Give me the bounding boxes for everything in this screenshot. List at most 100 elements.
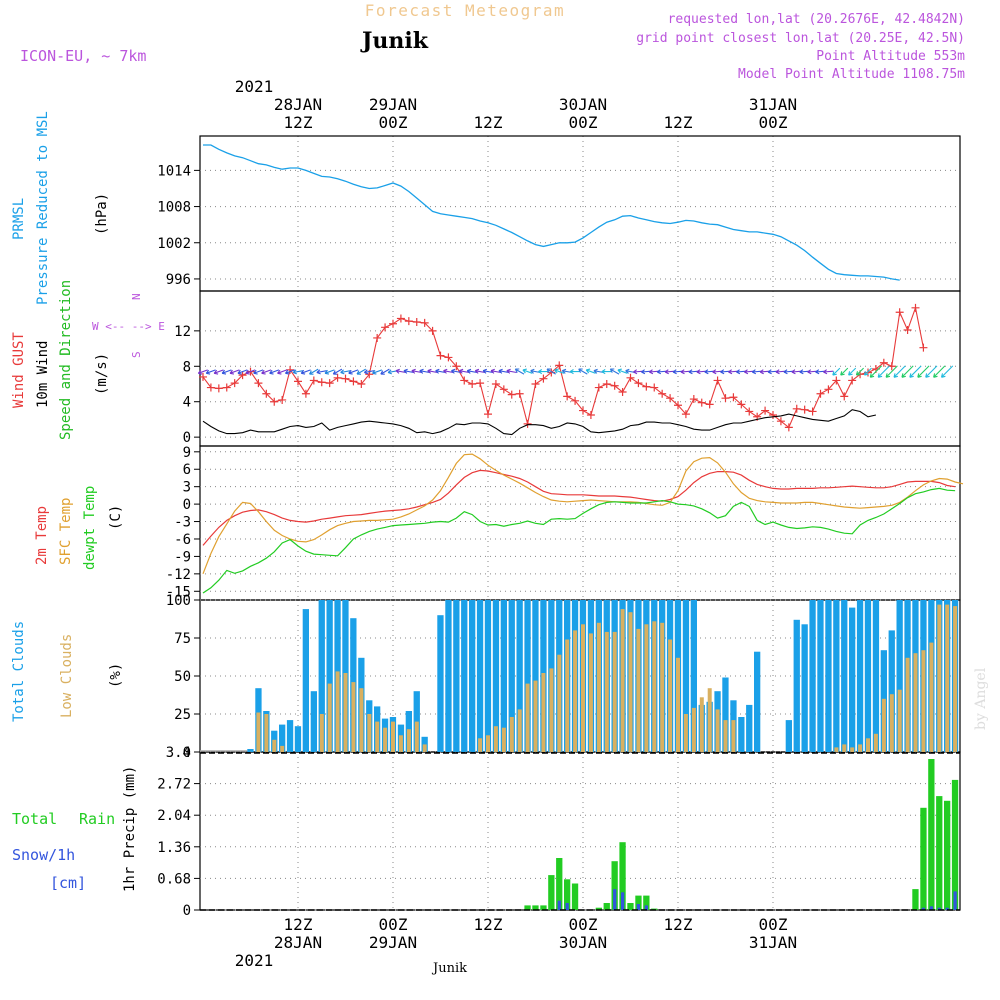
total-cloud-bar — [896, 600, 903, 752]
y-tick-label: 1014 — [157, 163, 191, 179]
low-cloud-bar — [889, 694, 894, 752]
y-tick-label: -9 — [174, 549, 191, 565]
low-cloud-bar — [319, 714, 324, 752]
compass-n: N — [130, 293, 143, 300]
wind-direction-arrow — [324, 369, 335, 375]
gust-marker — [357, 380, 366, 388]
wind-direction-arrow — [277, 369, 288, 375]
gust-marker — [373, 333, 382, 342]
low-cloud-bar — [834, 747, 839, 752]
low-cloud-bar — [327, 683, 332, 752]
gust-marker — [341, 374, 350, 383]
rain-bar — [643, 895, 650, 910]
grid-point-coords: grid point closest lon,lat (20.25E, 42.5… — [636, 31, 965, 46]
gust-marker — [539, 374, 548, 383]
y-tick-label: 0 — [183, 430, 191, 446]
bottom-hour-label: 00Z — [379, 915, 408, 934]
low-cloud-bar — [866, 738, 870, 752]
gust-marker — [238, 371, 247, 380]
gust-marker — [745, 407, 754, 416]
total-cloud-bar — [825, 600, 832, 752]
gust-marker — [254, 379, 263, 388]
wind-direction-arrow — [863, 367, 872, 376]
low-cloud-bar — [359, 688, 364, 752]
prmsl-label: PRMSL — [11, 198, 27, 240]
gust-marker — [832, 376, 841, 385]
low-cloud-bar — [905, 657, 910, 752]
wind-direction-arrow — [197, 369, 208, 375]
gust-marker — [808, 407, 817, 416]
low-cloud-bar — [842, 744, 847, 752]
gust-marker — [507, 390, 516, 399]
temp-dewpt-line — [202, 487, 956, 594]
wind-direction-arrow — [221, 369, 232, 375]
total-cloud-bar — [516, 600, 523, 752]
low-cloud-bar — [683, 714, 688, 752]
gust-marker — [586, 411, 595, 419]
wind-direction-arrow — [585, 368, 596, 374]
temp-sfc-label: SFC Temp — [58, 498, 74, 565]
low-cloud-bar — [628, 612, 633, 752]
panel-frame-4 — [199, 751, 961, 911]
wind-10m-label: 10m Wind — [35, 341, 51, 408]
panel-frame-0 — [199, 135, 961, 292]
low-cloud-bar — [351, 682, 356, 752]
wind-direction-arrow — [356, 368, 366, 375]
gust-marker — [919, 343, 928, 352]
total-cloud-bar — [793, 619, 800, 752]
wind-direction-arrow — [482, 368, 493, 374]
compass-we: W <-- --> E — [92, 320, 165, 333]
low-cloud-bar — [873, 733, 878, 752]
gust-marker — [895, 308, 904, 317]
wind-direction-arrow — [237, 369, 248, 375]
low-cloud-bar — [636, 628, 641, 752]
low-cloud-bar — [486, 735, 490, 752]
low-cloud-bar — [343, 673, 348, 752]
low-cloud-bar — [620, 609, 625, 752]
snow-bar — [636, 904, 640, 910]
bottom-year-label: 2021 — [235, 951, 274, 970]
wind-direction-arrow — [427, 368, 438, 374]
gust-marker — [650, 383, 659, 392]
gust-marker — [681, 410, 690, 419]
wind-gust-label: Wind GUST — [11, 332, 27, 408]
bottom-hour-label: 00Z — [759, 915, 788, 934]
total-cloud-bar — [453, 600, 460, 752]
panel-frame-1 — [199, 290, 961, 447]
wind-direction-arrow — [578, 368, 588, 375]
total-cloud-bar — [247, 749, 254, 752]
gust-marker — [325, 379, 334, 388]
low-cloud-bar — [501, 727, 506, 752]
pressure-unit-label: (hPa) — [94, 193, 110, 235]
wind-direction-arrow — [474, 368, 486, 374]
wind-direction-arrow — [546, 368, 556, 375]
low-cloud-bar — [588, 633, 593, 752]
wind-direction-arrow — [893, 365, 906, 378]
gust-marker — [903, 325, 912, 334]
wind-direction-arrow — [269, 369, 280, 375]
low-cloud-bar — [850, 747, 855, 752]
point-altitude: Point Altitude 553m — [816, 49, 965, 64]
rain-bar — [912, 889, 919, 910]
total-cloud-bar — [476, 600, 484, 752]
snow-bar — [921, 907, 925, 910]
model-altitude: Model Point Altitude 1108.75m — [738, 67, 965, 82]
gust-marker — [618, 387, 627, 396]
gust-marker — [737, 400, 746, 409]
y-tick-label: 3.4 — [166, 745, 191, 761]
total-cloud-bar — [809, 600, 816, 752]
wind-10m-line — [202, 409, 877, 436]
top-day-label: 29JAN — [369, 95, 417, 114]
gust-marker — [816, 389, 825, 398]
bottom-hour-label: 12Z — [284, 915, 313, 934]
rain-label: Rain — [79, 810, 115, 828]
y-tick-label: -12 — [166, 567, 191, 583]
gust-marker — [721, 394, 730, 403]
total-cloud-bar — [524, 600, 531, 752]
low-cloud-bar — [581, 624, 585, 752]
gust-marker — [286, 365, 295, 374]
gust-marker — [468, 380, 477, 388]
wind-direction-arrow — [855, 367, 864, 376]
